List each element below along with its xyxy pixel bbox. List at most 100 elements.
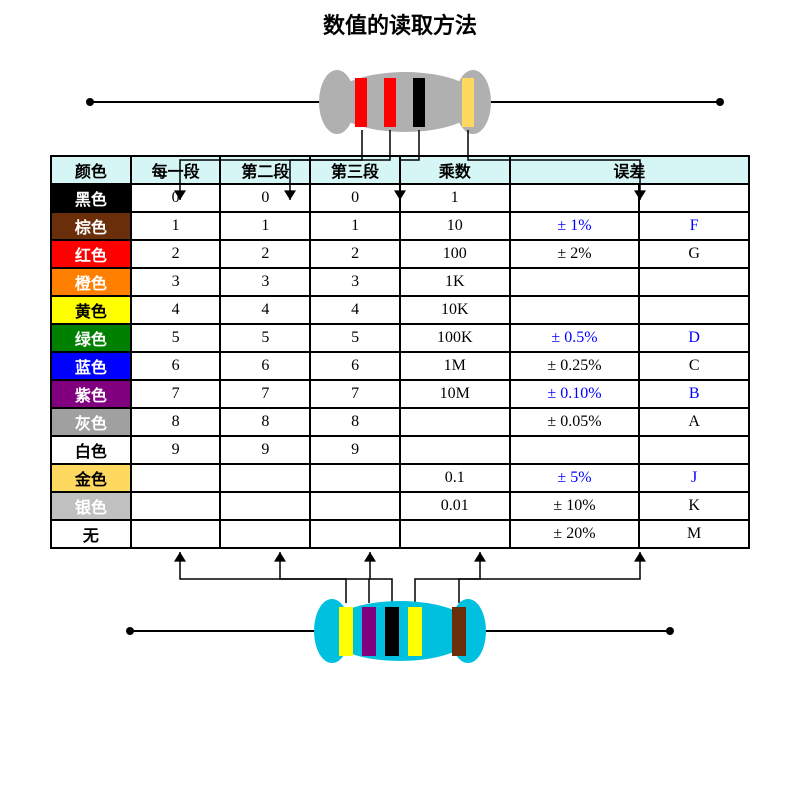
table-row: 蓝色6661M± 0.25%C — [51, 352, 749, 380]
color-code-table-wrapper: 颜色每一段第二段第三段乘数误差黑色0001棕色11110± 1%F红色22210… — [0, 155, 800, 549]
tolerance-cell — [510, 296, 640, 324]
value-cell: 9 — [131, 436, 221, 464]
value-cell: 8 — [220, 408, 310, 436]
value-cell: 7 — [131, 380, 221, 408]
color-swatch: 无 — [51, 520, 131, 548]
tolerance-cell: ± 20% — [510, 520, 640, 548]
color-swatch: 金色 — [51, 464, 131, 492]
value-cell: 3 — [220, 268, 310, 296]
color-code-table: 颜色每一段第二段第三段乘数误差黑色0001棕色11110± 1%F红色22210… — [50, 155, 750, 549]
tolerance-code-cell: K — [639, 492, 749, 520]
value-cell — [400, 436, 510, 464]
tolerance-code-cell — [639, 268, 749, 296]
value-cell: 3 — [131, 268, 221, 296]
value-cell: 2 — [220, 240, 310, 268]
tolerance-cell: ± 0.25% — [510, 352, 640, 380]
table-row: 紫色77710M± 0.10%B — [51, 380, 749, 408]
value-cell — [400, 520, 510, 548]
value-cell: 3 — [310, 268, 400, 296]
tolerance-code-cell: C — [639, 352, 749, 380]
color-swatch: 红色 — [51, 240, 131, 268]
value-cell: 4 — [131, 296, 221, 324]
page-title: 数值的读取方法 — [0, 0, 800, 40]
value-cell: 5 — [220, 324, 310, 352]
value-cell: 5 — [131, 324, 221, 352]
value-cell — [131, 520, 221, 548]
table-row: 橙色3331K — [51, 268, 749, 296]
tolerance-code-cell: D — [639, 324, 749, 352]
value-cell: 4 — [310, 296, 400, 324]
tolerance-code-cell: J — [639, 464, 749, 492]
value-cell — [310, 520, 400, 548]
value-cell: 8 — [131, 408, 221, 436]
tolerance-code-cell — [639, 296, 749, 324]
value-cell: 100 — [400, 240, 510, 268]
table-row: 金色 0.1± 5%J — [51, 464, 749, 492]
value-cell — [310, 492, 400, 520]
value-cell: 6 — [310, 352, 400, 380]
color-swatch: 棕色 — [51, 212, 131, 240]
value-cell: 7 — [220, 380, 310, 408]
value-cell: 6 — [131, 352, 221, 380]
color-swatch: 灰色 — [51, 408, 131, 436]
tolerance-cell: ± 5% — [510, 464, 640, 492]
color-swatch: 银色 — [51, 492, 131, 520]
value-cell: 1 — [131, 212, 221, 240]
tolerance-code-cell: M — [639, 520, 749, 548]
color-swatch: 紫色 — [51, 380, 131, 408]
value-cell: 9 — [220, 436, 310, 464]
value-cell — [131, 492, 221, 520]
color-swatch: 绿色 — [51, 324, 131, 352]
color-swatch: 橙色 — [51, 268, 131, 296]
value-cell: 5 — [310, 324, 400, 352]
color-swatch: 蓝色 — [51, 352, 131, 380]
table-row: 银色 0.01± 10%K — [51, 492, 749, 520]
tolerance-code-cell: F — [639, 212, 749, 240]
value-cell: 1K — [400, 268, 510, 296]
value-cell: 100K — [400, 324, 510, 352]
top-resistor-diagram — [0, 40, 800, 155]
tolerance-cell: ± 1% — [510, 212, 640, 240]
tolerance-code-cell: B — [639, 380, 749, 408]
tolerance-cell: ± 2% — [510, 240, 640, 268]
value-cell — [220, 520, 310, 548]
value-cell: 2 — [310, 240, 400, 268]
table-row: 绿色555100K± 0.5%D — [51, 324, 749, 352]
value-cell: 8 — [310, 408, 400, 436]
value-cell — [400, 408, 510, 436]
tolerance-cell — [510, 268, 640, 296]
value-cell: 4 — [220, 296, 310, 324]
tolerance-cell — [510, 436, 640, 464]
value-cell: 9 — [310, 436, 400, 464]
table-row: 灰色888± 0.05%A — [51, 408, 749, 436]
tolerance-cell: ± 0.5% — [510, 324, 640, 352]
value-cell — [310, 464, 400, 492]
table-row: 无 ± 20%M — [51, 520, 749, 548]
value-cell: 7 — [310, 380, 400, 408]
value-cell: 10K — [400, 296, 510, 324]
table-row: 白色999 — [51, 436, 749, 464]
value-cell: 0.01 — [400, 492, 510, 520]
tolerance-cell: ± 0.05% — [510, 408, 640, 436]
tolerance-cell: ± 10% — [510, 492, 640, 520]
value-cell: 10 — [400, 212, 510, 240]
value-cell: 6 — [220, 352, 310, 380]
table-row: 黄色44410K — [51, 296, 749, 324]
tolerance-code-cell: A — [639, 408, 749, 436]
bottom-resistor-diagram — [0, 549, 800, 669]
value-cell: 1M — [400, 352, 510, 380]
value-cell: 1 — [310, 212, 400, 240]
tolerance-code-cell: G — [639, 240, 749, 268]
value-cell — [220, 492, 310, 520]
value-cell — [131, 464, 221, 492]
color-swatch: 黄色 — [51, 296, 131, 324]
table-row: 红色222100± 2%G — [51, 240, 749, 268]
value-cell — [220, 464, 310, 492]
tolerance-cell: ± 0.10% — [510, 380, 640, 408]
value-cell: 0.1 — [400, 464, 510, 492]
value-cell: 2 — [131, 240, 221, 268]
value-cell: 1 — [220, 212, 310, 240]
value-cell: 10M — [400, 380, 510, 408]
table-row: 棕色11110± 1%F — [51, 212, 749, 240]
color-swatch: 白色 — [51, 436, 131, 464]
